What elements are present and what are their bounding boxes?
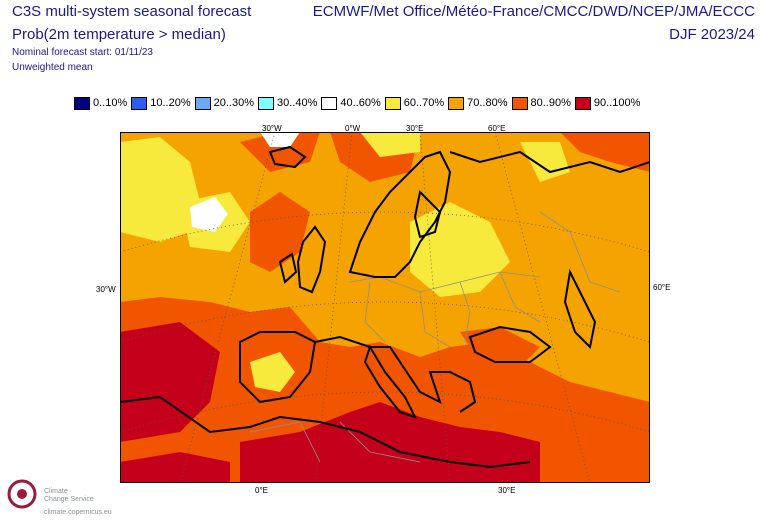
border-line: [364, 281, 386, 343]
axis-label-top: 0°W: [345, 124, 361, 133]
legend-swatch: [194, 96, 211, 110]
legend-item: 30..40%: [258, 95, 317, 111]
meridian-line: [419, 132, 451, 483]
coastline-arctic: [449, 150, 650, 174]
border-line: [499, 271, 541, 323]
coastline-baltic: [413, 189, 442, 239]
field-80-90: [560, 132, 650, 172]
axis-label-right: 60°E: [653, 283, 671, 292]
legend-swatch: [321, 96, 338, 110]
legend-item: 70..80%: [448, 95, 508, 111]
meridian-line: [494, 132, 591, 483]
axis-label-bottom: 0°E: [255, 486, 268, 495]
border-line: [539, 211, 621, 293]
logo-ring: [7, 479, 37, 509]
nominal-start-text: Nominal forecast start: 01/11/23: [12, 47, 153, 58]
field-60-70: [250, 352, 295, 392]
probability-legend: 0..10% 10..20% 20..30% 30..40% 40..60% 6…: [74, 95, 644, 111]
field-60-70: [520, 142, 570, 182]
field-60-70: [120, 137, 200, 242]
field-40-60: [190, 197, 228, 232]
axis-label-left: 30°W: [96, 285, 116, 294]
border-line: [339, 421, 421, 463]
coastline-iceland: [268, 145, 307, 169]
legend-label: 40..60%: [340, 97, 381, 109]
legend-item: 90..100%: [574, 95, 641, 111]
border-line: [249, 421, 321, 463]
map-frame: [120, 132, 650, 483]
logo-url: climate.copernicus.eu: [44, 509, 112, 516]
coastline-italy: [363, 344, 417, 419]
country-borders: [249, 211, 621, 463]
coastline-black-sea: [468, 325, 552, 363]
coastline-europe-south: [314, 335, 477, 413]
legend-label: 0..10%: [93, 97, 128, 109]
meridian-line: [179, 132, 276, 483]
coastline-scandinavia: [348, 150, 452, 278]
legend-swatch: [384, 96, 401, 110]
meridian-line: [314, 132, 353, 483]
copernicus-logo-icon: [7, 479, 37, 509]
chart-subtitle: Prob(2m temperature > median): [12, 26, 226, 43]
legend-swatch: [574, 96, 591, 110]
chart-title: C3S multi-system seasonal forecast: [12, 3, 252, 20]
season-text: DJF 2023/24: [669, 26, 755, 43]
coastline-ireland: [278, 252, 298, 284]
field-60-70: [360, 132, 420, 157]
legend-item: 0..10%: [74, 95, 127, 111]
field-60-70: [410, 202, 510, 297]
legend-swatch: [448, 96, 465, 110]
legend-label: 80..90%: [530, 97, 571, 109]
legend-swatch: [511, 96, 528, 110]
legend-label: 30..40%: [277, 97, 318, 109]
legend-item: 40..60%: [321, 95, 381, 111]
field-90-100: [120, 322, 220, 442]
legend-item: 20..30%: [194, 95, 254, 111]
parallel-line: [120, 211, 650, 253]
coastline-iberia: [239, 331, 317, 404]
logo-core: [17, 489, 27, 499]
coastline-britain: [296, 225, 327, 294]
legend-swatch: [131, 96, 148, 110]
legend-swatch: [74, 96, 90, 110]
parallel-line: [120, 301, 650, 343]
legend-swatch: [258, 96, 274, 110]
legend-label: 90..100%: [593, 97, 641, 109]
axis-label-top: 30°W: [262, 124, 282, 133]
axis-label-top: 60°E: [488, 124, 506, 133]
field-80-90: [460, 327, 540, 367]
legend-label: 60..70%: [403, 97, 445, 109]
legend-item: 60..70%: [384, 95, 445, 111]
field-90-100: [120, 452, 230, 483]
coastline-africa: [120, 395, 531, 469]
logo-text-line2: Change Service: [44, 496, 94, 503]
legend-label: 70..80%: [467, 97, 508, 109]
legend-item: 80..90%: [511, 95, 571, 111]
weighting-text: Unweighted mean: [12, 62, 93, 73]
border-line: [419, 291, 451, 348]
field-40-60: [260, 132, 300, 147]
forecast-map: [120, 132, 650, 483]
border-line: [459, 281, 471, 343]
legend-label: 10..20%: [150, 97, 191, 109]
axis-label-bottom: 30°E: [498, 486, 516, 495]
coastline-caspian: [563, 268, 597, 350]
logo-text-line1: Climate: [44, 488, 68, 495]
centres-text: ECMWF/Met Office/Météo-France/CMCC/DWD/N…: [312, 3, 755, 20]
field-80-90: [250, 192, 310, 272]
coastlines: [120, 145, 650, 469]
legend-item: 10..20%: [131, 95, 191, 111]
axis-label-top: 30°E: [406, 124, 424, 133]
legend-label: 20..30%: [213, 97, 254, 109]
field-90-100: [240, 402, 540, 483]
